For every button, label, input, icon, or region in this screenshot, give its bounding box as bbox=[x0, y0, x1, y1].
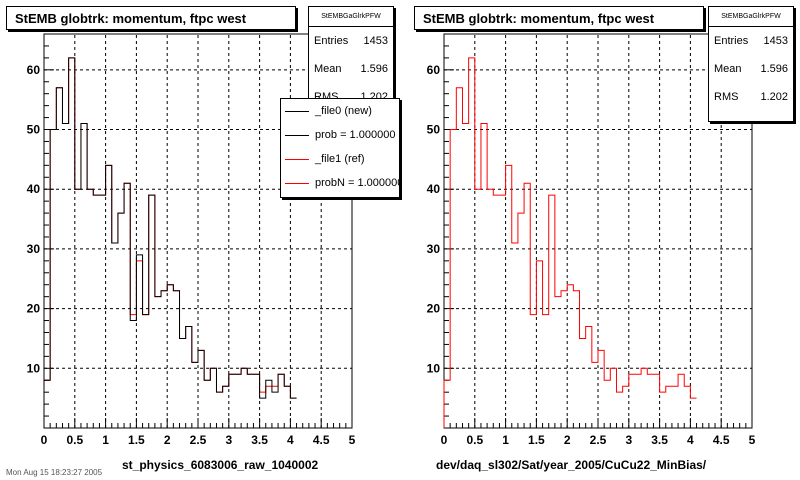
right-rms-value: 1.202 bbox=[760, 91, 788, 103]
legend-item-probn: probN = 1.000000 bbox=[281, 171, 399, 195]
right-y-tick-label: 20 bbox=[427, 302, 441, 316]
left-x-tick-label: 5 bbox=[349, 433, 356, 447]
legend-line-black bbox=[285, 111, 309, 112]
right-x-tick-label: 1.5 bbox=[528, 433, 545, 447]
right-x-tick-label: 1 bbox=[502, 433, 509, 447]
right-x-tick-label: 0.5 bbox=[466, 433, 483, 447]
right-title: StEMB globtrk: momentum, ftpc west bbox=[414, 6, 704, 30]
legend-label-probn: probN = 1.000000 bbox=[315, 177, 400, 189]
right-stats-header: StEMBGaGlrkPFW bbox=[709, 7, 793, 27]
left-x-tick-label: 4 bbox=[287, 433, 294, 447]
left-mean-label: Mean bbox=[314, 63, 342, 75]
left-y-tick-label: 50 bbox=[27, 123, 41, 137]
left-y-tick-label: 10 bbox=[27, 361, 41, 375]
right-rms-label: RMS bbox=[714, 91, 739, 103]
right-y-tick-label: 50 bbox=[427, 123, 441, 137]
legend-item-file0: _file0 (new) bbox=[281, 99, 399, 123]
right-x-tick-label: 4 bbox=[687, 433, 694, 447]
legend-label-prob: prob = 1.000000 bbox=[315, 129, 396, 141]
left-title: StEMB globtrk: momentum, ftpc west bbox=[6, 6, 296, 30]
left-x-tick-label: 1.5 bbox=[128, 433, 145, 447]
right-x-tick-label: 3 bbox=[625, 433, 632, 447]
right-mean-value: 1.596 bbox=[760, 63, 788, 75]
left-x-tick-label: 3 bbox=[225, 433, 232, 447]
legend-line-red bbox=[285, 159, 309, 160]
left-stats-header: StEMBGaGlrkPFW bbox=[309, 7, 393, 27]
left-x-tick-label: 2 bbox=[164, 433, 171, 447]
right-x-tick-label: 2 bbox=[564, 433, 571, 447]
left-plot-area: 0 0.5 1 1.5 2 2.5 3 3.5 4 4.5 5 10 20 30 40 50 60 bbox=[27, 33, 356, 447]
right-x-tick-label: 0 bbox=[441, 433, 448, 447]
right-x-tick-label: 5 bbox=[749, 433, 756, 447]
right-y-tick-label: 40 bbox=[427, 182, 441, 196]
legend-item-file1: _file1 (ref) bbox=[281, 147, 399, 171]
legend-label-file1: _file1 (ref) bbox=[315, 153, 365, 165]
legend-item-prob: prob = 1.000000 bbox=[281, 123, 399, 147]
left-mean-value: 1.596 bbox=[360, 63, 388, 75]
right-mean-label: Mean bbox=[714, 63, 742, 75]
legend-line-red bbox=[285, 183, 309, 184]
timestamp-footer: Mon Aug 15 18:23:27 2005 bbox=[6, 468, 103, 477]
left-entries-value: 1453 bbox=[363, 35, 388, 47]
right-x-tick-label: 4.5 bbox=[713, 433, 730, 447]
left-y-tick-label: 30 bbox=[27, 242, 41, 256]
left-y-tick-label: 20 bbox=[27, 302, 41, 316]
left-x-tick-label: 0.5 bbox=[66, 433, 83, 447]
right-entries-value: 1453 bbox=[763, 35, 788, 47]
left-x-axis-label: st_physics_6083006_raw_1040002 bbox=[122, 458, 319, 472]
legend-label-file0: _file0 (new) bbox=[315, 105, 372, 117]
right-x-axis-label: dev/daq_sl302/Sat/year_2005/CuCu22_MinBi… bbox=[436, 458, 707, 472]
left-legend: _file0 (new) prob = 1.000000 _file1 (ref… bbox=[280, 98, 400, 198]
right-y-tick-label: 10 bbox=[427, 361, 441, 375]
right-y-tick-label: 30 bbox=[427, 242, 441, 256]
left-entries-label: Entries bbox=[314, 35, 349, 47]
left-x-tick-label: 3.5 bbox=[251, 433, 268, 447]
left-plot-frame bbox=[43, 33, 353, 429]
right-stats-box: StEMBGaGlrkPFW Entries 1453 Mean 1.596 RMS… bbox=[708, 6, 794, 122]
legend-line-black bbox=[285, 135, 309, 136]
left-series-file0-new bbox=[43, 57, 297, 428]
right-x-tick-label: 3.5 bbox=[651, 433, 668, 447]
left-x-tick-label: 0 bbox=[41, 433, 48, 447]
left-x-tick-label: 4.5 bbox=[313, 433, 330, 447]
right-plot-area: 0 0.5 1 1.5 2 2.5 3 3.5 4 4.5 5 10 20 30 40 50 60 bbox=[427, 33, 756, 447]
right-y-tick-label: 60 bbox=[427, 63, 441, 77]
right-series-file1-ref bbox=[443, 57, 697, 428]
left-y-tick-label: 60 bbox=[27, 63, 41, 77]
left-x-tick-label: 1 bbox=[102, 433, 109, 447]
left-series-file1-ref bbox=[43, 57, 297, 428]
left-x-tick-label: 2.5 bbox=[190, 433, 207, 447]
right-x-tick-label: 2.5 bbox=[590, 433, 607, 447]
right-entries-label: Entries bbox=[714, 35, 749, 47]
right-plot-frame bbox=[443, 33, 753, 429]
left-y-tick-label: 40 bbox=[27, 182, 41, 196]
